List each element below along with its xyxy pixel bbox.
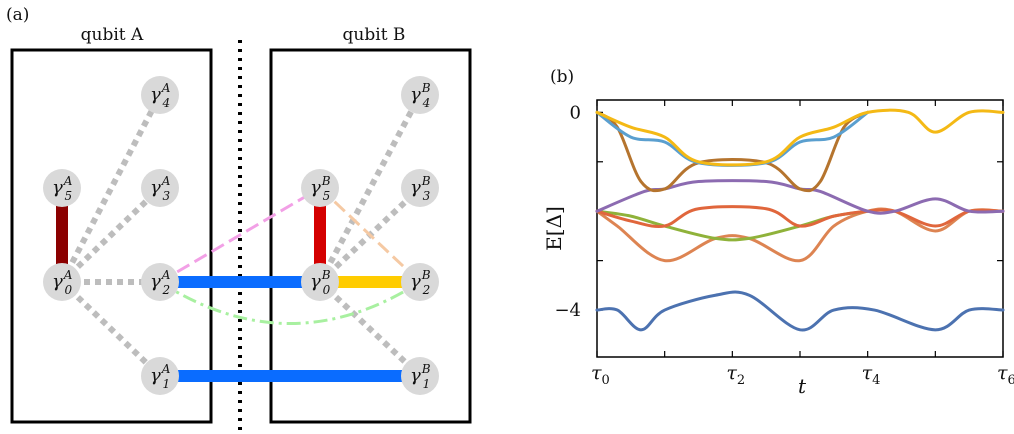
- node-circle: [141, 357, 179, 395]
- node-label: γA 2: [150, 268, 171, 297]
- panel-a-label: (a): [6, 5, 29, 25]
- node-gamma-a5: γA 5: [43, 169, 81, 207]
- qubit-a-title: qubit A: [81, 25, 144, 45]
- node-gamma-b2: γB 2: [401, 263, 439, 301]
- node-gamma-b3: γB 3: [401, 169, 439, 207]
- qubit-b-box: [269, 48, 472, 424]
- node-gamma-a4: γA 4: [141, 76, 179, 114]
- node-circle: [141, 76, 179, 114]
- energy-spectrum-chart: 0 −4 τ0 τ2 τ4 τ6 t E[Δ]: [542, 99, 1014, 398]
- node-label: γB 0: [310, 268, 331, 297]
- coupling-a0-a1: [59, 279, 163, 379]
- node-circle: [141, 169, 179, 207]
- node-label: γA 4: [150, 81, 171, 110]
- node-gamma-b0: γB 0: [301, 263, 339, 301]
- node-gamma-b4: γB 4: [401, 76, 439, 114]
- node-label: γB 2: [410, 268, 431, 297]
- panel-b-label: (b): [550, 67, 574, 87]
- node-circle: [141, 263, 179, 301]
- x-tick-label: τ4: [862, 362, 881, 388]
- coupling-b5-b2-peach: [318, 186, 422, 284]
- series-line-3: [595, 205, 1005, 229]
- node-gamma-b1: γB 1: [401, 357, 439, 395]
- node-circle: [401, 76, 439, 114]
- x-tick-label: τ2: [726, 362, 745, 388]
- y-tick-label: −4: [554, 300, 581, 321]
- node-gamma-a3: γA 3: [141, 169, 179, 207]
- coupling-a2-b5-pink: [159, 186, 321, 284]
- node-circle: [401, 263, 439, 301]
- node-gamma-a0: γA 0: [43, 263, 81, 301]
- y-axis-label: E[Δ]: [542, 206, 566, 251]
- node-label: γB 1: [410, 362, 431, 391]
- series-line-4: [595, 179, 1005, 215]
- node-circle: [401, 357, 439, 395]
- node-circle: [301, 263, 339, 301]
- y-tick-label: 0: [570, 102, 581, 123]
- coupling-a2-b2-green: [159, 280, 421, 325]
- qubit-b-title: qubit B: [343, 25, 406, 45]
- majorana-nodes: γA 0 γA 1 γA 2 γA 3 γA 4 γA 5 γB 0 γB 1 γB 2 γB 3 …: [43, 76, 439, 395]
- x-tick-label: τ0: [591, 362, 610, 388]
- coupling-a0-a4: [59, 93, 163, 284]
- node-label: γB 4: [410, 81, 431, 110]
- coupling-a0-a3: [59, 185, 163, 285]
- node-circle: [401, 169, 439, 207]
- node-gamma-a1: γA 1: [141, 357, 179, 395]
- coupling-b0-b4: [317, 93, 423, 284]
- node-label: γA 5: [52, 174, 73, 203]
- node-label: γA 0: [52, 268, 73, 297]
- x-axis-label: t: [798, 374, 807, 398]
- x-tick-label: τ6: [997, 362, 1014, 388]
- series-line-1: [595, 207, 1005, 263]
- node-circle: [43, 263, 81, 301]
- series-line-6: [595, 110, 870, 167]
- node-label: γA 3: [150, 174, 171, 203]
- node-label: γB 5: [310, 174, 331, 203]
- series-line-5: [595, 110, 870, 193]
- node-gamma-a2: γA 2: [141, 263, 179, 301]
- node-circle: [301, 169, 339, 207]
- node-gamma-b5: γB 5: [301, 169, 339, 207]
- qubit-a-box: [10, 48, 213, 424]
- node-circle: [43, 169, 81, 207]
- series-line-7: [595, 108, 1005, 167]
- series-line-0: [595, 290, 1005, 332]
- coupling-b0-b1: [317, 279, 423, 379]
- node-label: γA 1: [150, 362, 171, 391]
- node-label: γB 3: [410, 174, 431, 203]
